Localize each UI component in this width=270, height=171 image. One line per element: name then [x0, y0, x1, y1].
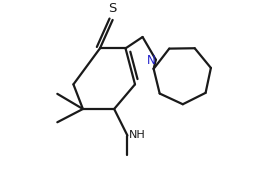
Text: NH: NH: [129, 130, 146, 140]
Text: N: N: [147, 54, 156, 67]
Text: S: S: [109, 2, 117, 15]
